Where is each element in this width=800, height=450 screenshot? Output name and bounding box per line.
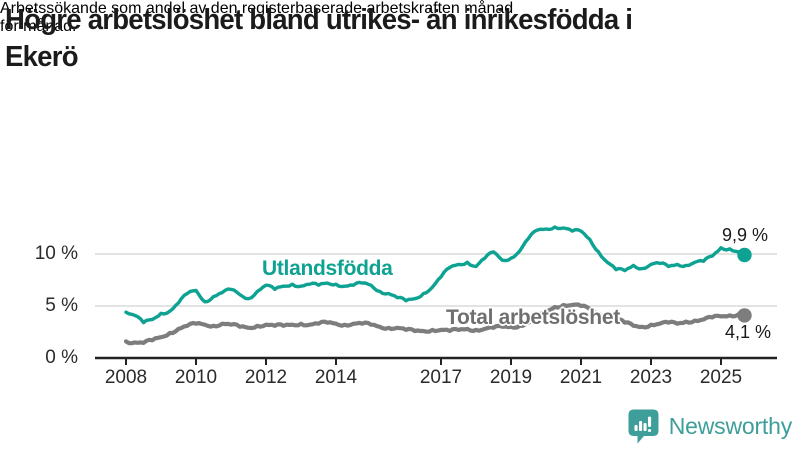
series-label-utlandsfodda: Utlandsfödda	[262, 257, 393, 280]
x-tick-label: 2017	[419, 367, 463, 388]
x-tick-label: 2010	[174, 367, 218, 388]
end-value-total-arbetsloshet: 4,1 %	[725, 322, 772, 342]
series-end-dot	[737, 308, 752, 323]
y-tick-label: 0 %	[45, 347, 78, 368]
newsworthy-bar-chart-bubble-icon	[628, 409, 659, 444]
series-end-dot	[737, 247, 752, 263]
series-line	[123, 302, 747, 346]
x-tick-label: 2023	[629, 367, 673, 388]
title-line-1: Högre arbetslöshet bland utrikes- än inr…	[5, 4, 633, 36]
x-tick-label: 2008	[104, 367, 148, 388]
x-tick-label: 2021	[559, 367, 603, 388]
y-tick-label: 5 %	[45, 295, 78, 316]
series-label-total-arbetsloshet: Total arbetslöshet	[446, 306, 620, 329]
x-tick-label: 2014	[314, 367, 358, 388]
x-tick-label: 2012	[244, 367, 288, 388]
newsworthy-logo-text: Newsworthy	[668, 413, 792, 439]
x-tick-label: 2019	[489, 367, 533, 388]
y-tick-label: 10 %	[34, 243, 78, 264]
page-title: Högre arbetslöshet bland utrikes- än inr…	[5, 2, 633, 76]
newsworthy-logo[interactable]: Newsworthy	[627, 408, 792, 445]
series-line	[124, 225, 747, 325]
title-line-2: Ekerö	[5, 41, 79, 73]
x-tick-label: 2025	[699, 367, 743, 388]
subtitle-line-2: för månad.	[0, 18, 77, 35]
end-value-utlandsfodda: 9,9 %	[722, 225, 769, 245]
subtitle-line-1: Arbetssökande som andel av den registerb…	[0, 0, 514, 17]
